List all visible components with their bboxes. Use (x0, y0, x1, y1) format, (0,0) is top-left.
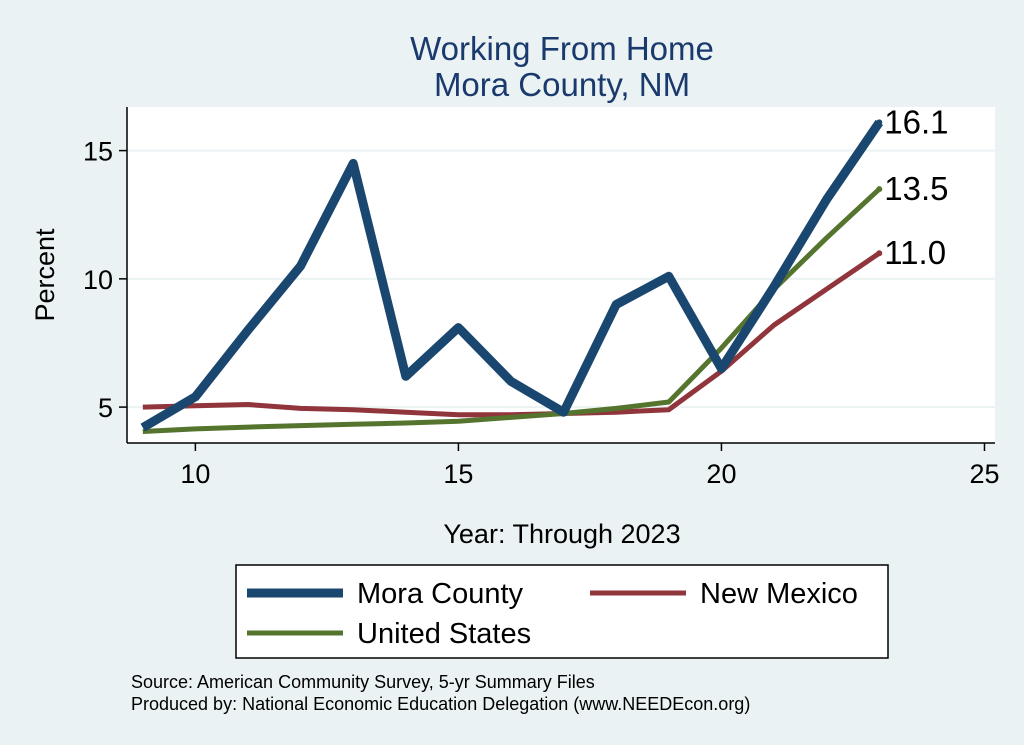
endpoint-marker-united-states (876, 186, 883, 193)
end-label-new-mexico: 11.0 (884, 234, 946, 271)
series-line-new-mexico (142, 251, 881, 418)
chart-title: Working From Home (410, 30, 714, 67)
end-label-mora-county: 16.1 (884, 103, 948, 140)
x-tick-label-10: 10 (180, 459, 210, 489)
chart-subtitle: Mora County, NM (434, 66, 690, 103)
source-note: Source: American Community Survey, 5-yr … (131, 672, 595, 692)
y-tick-label-10: 10 (83, 265, 113, 295)
x-axis-title: Year: Through 2023 (443, 519, 680, 549)
legend-label-new-mexico: New Mexico (700, 578, 858, 610)
legend-box (235, 564, 889, 659)
y-tick-label-15: 15 (83, 137, 113, 167)
legend: Mora County New Mexico United States (235, 564, 889, 659)
plot-area (127, 107, 995, 443)
x-tick-label-25: 25 (969, 459, 999, 489)
y-axis-title: Percent (30, 228, 60, 322)
endpoint-marker-mora-county (876, 119, 883, 126)
produced-by-note: Produced by: National Economic Education… (131, 694, 750, 714)
endpoint-marker-new-mexico (876, 250, 883, 257)
x-tick-label-15: 15 (443, 459, 473, 489)
legend-label-mora-county: Mora County (357, 578, 524, 610)
series-lines (140, 119, 884, 434)
end-label-united-states: 13.5 (884, 170, 948, 207)
series-line-mora-county (140, 119, 884, 432)
end-labels: 11.0 13.5 16.1 (884, 103, 948, 271)
y-tick-label-5: 5 (98, 393, 113, 423)
axes: 5 10 15 10 15 20 25 (83, 107, 1000, 489)
x-tick-label-20: 20 (706, 459, 736, 489)
legend-label-united-states: United States (357, 618, 531, 650)
